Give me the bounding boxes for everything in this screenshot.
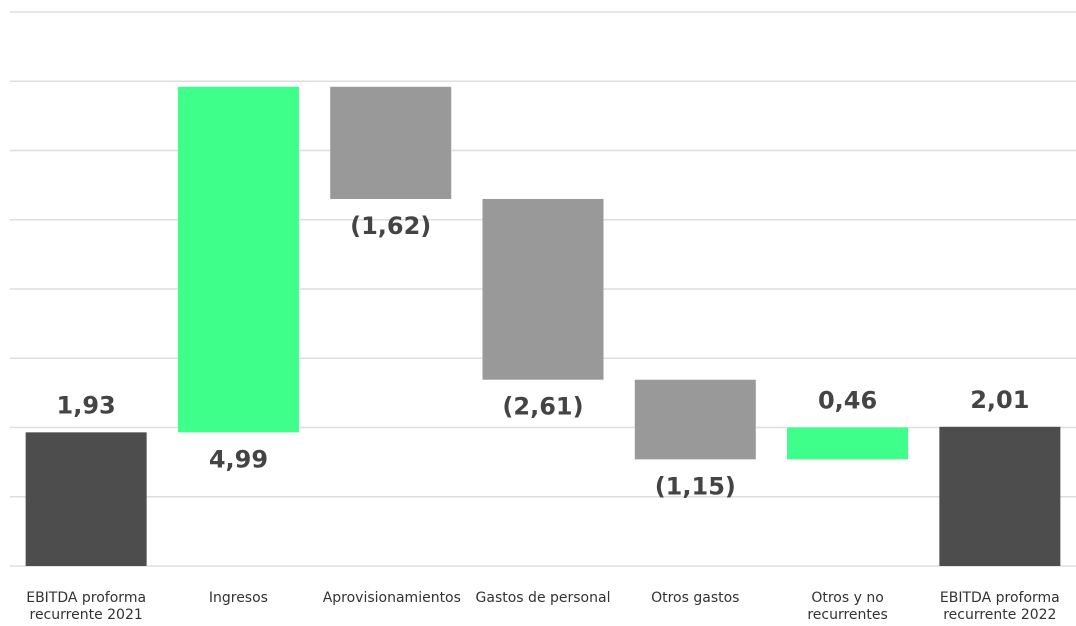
value-label: 4,99	[209, 445, 268, 473]
bar	[330, 86, 452, 199]
x-tick-label: Otros gastos	[651, 590, 740, 606]
bar	[482, 198, 604, 380]
value-label: 0,46	[818, 387, 877, 415]
bar	[25, 432, 147, 566]
x-tick-label: Gastos de personal	[475, 590, 611, 606]
bar	[634, 379, 756, 460]
x-tick-label: EBITDA proforma recurrente 2021	[26, 590, 147, 623]
value-label: 1,93	[57, 391, 116, 419]
x-tick-label: Ingresos	[208, 590, 268, 606]
bar	[177, 86, 299, 433]
x-tick-label: Aprovisionamientos	[322, 590, 461, 606]
x-tick-label: EBITDA proforma recurrente 2022	[939, 590, 1060, 623]
value-label: (1,62)	[350, 212, 431, 240]
value-label: (1,15)	[655, 472, 736, 500]
bar	[787, 427, 909, 460]
x-tick-label: Otros y no recurrentes	[807, 590, 888, 623]
value-label: (2,61)	[502, 393, 583, 421]
bar	[939, 426, 1061, 566]
value-label: 2,01	[970, 386, 1029, 414]
